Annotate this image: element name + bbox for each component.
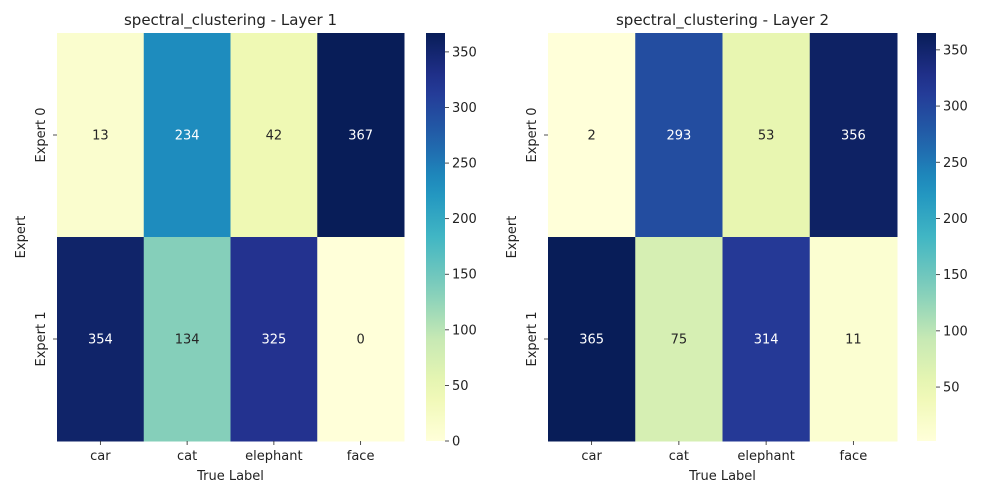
cell-value-label: 75 <box>671 333 688 348</box>
colorbar-tick-label: 50 <box>943 381 960 396</box>
heatmap-cell <box>722 33 811 238</box>
heatmap-cell <box>317 237 405 442</box>
heatmap-cell <box>230 33 318 238</box>
heatmap-cell <box>635 237 723 442</box>
chart-title: spectral_clustering - Layer 2 <box>616 11 829 30</box>
y-axis-label: Expert <box>505 216 520 259</box>
cell-value-label: 234 <box>175 129 200 144</box>
heatmap-cell <box>317 33 405 238</box>
colorbar-tick-label: 100 <box>943 324 968 339</box>
colorbar-tick-label: 100 <box>452 323 477 338</box>
chart-title: spectral_clustering - Layer 1 <box>124 11 337 30</box>
heatmap-cell <box>143 33 231 238</box>
colorbar <box>917 33 936 441</box>
colorbar-tick-label: 250 <box>452 157 477 172</box>
colorbar-tick-label: 250 <box>943 156 968 171</box>
x-tick-label: elephant <box>737 449 794 464</box>
cell-value-label: 356 <box>841 129 866 144</box>
x-tick-label: cat <box>669 449 689 464</box>
x-tick-label: car <box>90 449 111 464</box>
colorbar-tick-label: 150 <box>943 268 968 283</box>
cell-value-label: 367 <box>348 129 373 144</box>
colorbar-tick-label: 300 <box>943 100 968 115</box>
x-tick-label: face <box>347 449 375 464</box>
colorbar-tick-label: 300 <box>452 101 477 116</box>
heatmap-cell <box>809 33 898 238</box>
colorbar-tick-label: 200 <box>943 212 968 227</box>
colorbar-tick-label: 0 <box>452 435 460 450</box>
x-tick-label: car <box>581 449 602 464</box>
heatmap-panel-layer-2: 2 293 53 356 365 75 314 11 spectral_clustering -… <box>505 11 968 484</box>
heatmap-cell <box>548 33 636 238</box>
x-tick-label: elephant <box>245 449 302 464</box>
cell-value-label: 314 <box>754 333 779 348</box>
cell-value-label: 0 <box>356 333 364 348</box>
y-tick-label: Expert 1 <box>34 311 49 366</box>
colorbar-tick-label: 200 <box>452 212 477 227</box>
cell-value-label: 325 <box>261 333 286 348</box>
cell-value-label: 53 <box>758 129 775 144</box>
heatmap-cell <box>230 237 318 442</box>
y-tick-label: Expert 1 <box>525 311 540 366</box>
heatmap-cell <box>57 237 145 442</box>
heatmap-cell <box>722 237 811 442</box>
cell-value-label: 365 <box>579 333 604 348</box>
heatmap-cell <box>548 237 636 442</box>
cell-value-label: 293 <box>666 129 691 144</box>
heatmap-panel-layer-1: 13 234 42 367 354 134 325 0 spectral_clustering … <box>14 11 477 484</box>
x-tick-label: cat <box>177 449 197 464</box>
y-tick-label: Expert 0 <box>525 107 540 162</box>
heatmap-cell <box>809 237 898 442</box>
colorbar-tick-label: 350 <box>452 45 477 60</box>
heatmap-cell <box>143 237 231 442</box>
y-tick-label: Expert 0 <box>34 107 49 162</box>
cell-value-label: 13 <box>92 129 109 144</box>
cell-value-label: 42 <box>266 129 283 144</box>
colorbar-tick-label: 50 <box>452 379 469 394</box>
cell-value-label: 354 <box>88 333 113 348</box>
cell-value-label: 2 <box>587 129 595 144</box>
x-axis-label: True Label <box>688 469 756 484</box>
colorbar <box>426 33 445 441</box>
x-tick-label: face <box>840 449 868 464</box>
x-axis-label: True Label <box>196 469 264 484</box>
colorbar-tick-label: 150 <box>452 268 477 283</box>
cell-value-label: 11 <box>845 333 862 348</box>
colorbar-tick-label: 350 <box>943 43 968 58</box>
cell-value-label: 134 <box>175 333 200 348</box>
heatmap-cell <box>57 33 145 238</box>
heatmap-cell <box>635 33 723 238</box>
y-axis-label: Expert <box>14 216 29 259</box>
